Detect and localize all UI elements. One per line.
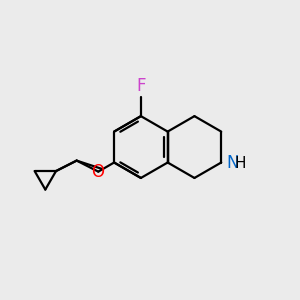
Text: N: N — [226, 154, 239, 172]
Text: F: F — [136, 76, 146, 94]
Text: O: O — [92, 163, 104, 181]
Text: H: H — [235, 156, 246, 171]
